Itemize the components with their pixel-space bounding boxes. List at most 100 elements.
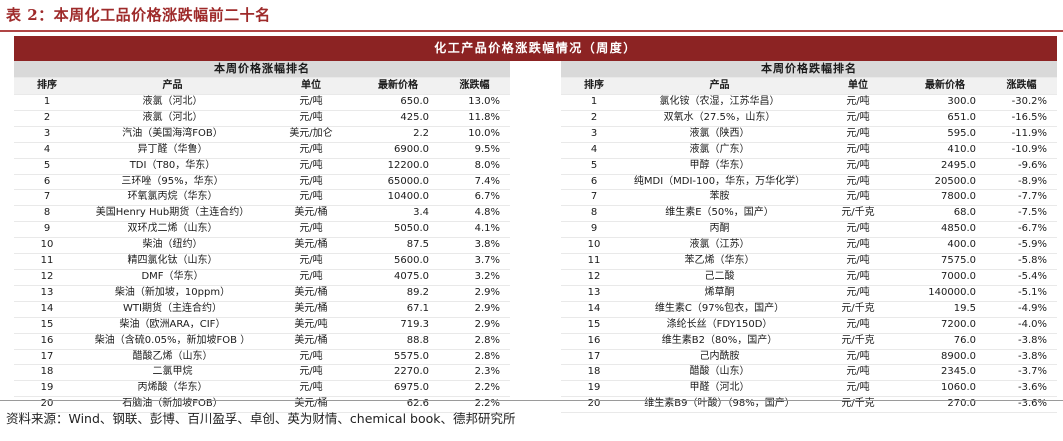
product-cell: 双氧水（27.5%，山东） bbox=[627, 110, 812, 127]
unit-cell: 元/吨 bbox=[265, 364, 357, 382]
table-row: 6 三环唑（95%，华东） 元/吨 65000.0 7.4% bbox=[14, 174, 510, 191]
losers-table: 本周价格跌幅排名 排序 产品 单位 最新价格 涨跌幅 1 氯化铵（农湿，江苏华昌）… bbox=[561, 61, 1057, 414]
product-cell: 液氯（河北） bbox=[80, 110, 265, 127]
change-cell: 4.8% bbox=[439, 205, 510, 223]
change-cell: -5.8% bbox=[986, 253, 1057, 270]
price-cell: 20500.0 bbox=[904, 174, 986, 191]
unit-cell: 美元/桶 bbox=[265, 333, 357, 350]
rank-cell: 5 bbox=[14, 158, 80, 175]
unit-cell: 元/吨 bbox=[812, 380, 904, 398]
rank-cell: 5 bbox=[561, 158, 627, 175]
change-cell: 10.0% bbox=[439, 126, 510, 143]
unit-cell: 元/吨 bbox=[812, 364, 904, 382]
gainers-table: 本周价格涨幅排名 排序 产品 单位 最新价格 涨跌幅 1 液氯（河北） 元/吨 650… bbox=[14, 61, 510, 414]
unit-cell: 元/吨 bbox=[812, 285, 904, 302]
column-header-change: 涨跌幅 bbox=[439, 77, 510, 95]
rank-cell: 18 bbox=[561, 364, 627, 382]
unit-cell: 美元/桶 bbox=[265, 237, 357, 255]
product-cell: 汽油（美国海湾FOB） bbox=[80, 126, 265, 143]
unit-cell: 美元/吨 bbox=[265, 317, 357, 334]
price-cell: 87.5 bbox=[357, 237, 439, 255]
unit-cell: 元/吨 bbox=[265, 269, 357, 286]
product-cell: 美国Henry Hub期货（主连合约） bbox=[80, 205, 265, 223]
rank-cell: 3 bbox=[561, 126, 627, 143]
table-row: 17 己内酰胺 元/吨 8900.0 -3.8% bbox=[561, 349, 1057, 366]
unit-cell: 元/吨 bbox=[265, 110, 357, 127]
rank-cell: 17 bbox=[561, 349, 627, 366]
product-cell: 柴油（新加坡，10ppm） bbox=[80, 285, 265, 302]
price-cell: 2.2 bbox=[357, 126, 439, 143]
change-cell: -5.1% bbox=[986, 285, 1057, 302]
price-cell: 410.0 bbox=[904, 142, 986, 159]
price-cell: 89.2 bbox=[357, 285, 439, 302]
unit-cell: 元/吨 bbox=[812, 158, 904, 175]
change-cell: -4.0% bbox=[986, 317, 1057, 334]
rank-cell: 6 bbox=[561, 174, 627, 191]
product-cell: 甲醇（华东） bbox=[627, 158, 812, 175]
price-cell: 88.8 bbox=[357, 333, 439, 350]
unit-cell: 元/吨 bbox=[265, 142, 357, 159]
price-cell: 5575.0 bbox=[357, 349, 439, 366]
table-row: 2 液氯（河北） 元/吨 425.0 11.8% bbox=[14, 110, 510, 127]
change-cell: -6.7% bbox=[986, 221, 1057, 239]
price-cell: 300.0 bbox=[904, 94, 986, 111]
product-cell: 纯MDI（MDI-100，华东，万华化学） bbox=[627, 174, 812, 191]
change-cell: -7.7% bbox=[986, 189, 1057, 207]
change-cell: 2.9% bbox=[439, 317, 510, 334]
rank-cell: 4 bbox=[561, 142, 627, 159]
change-cell: 2.3% bbox=[439, 364, 510, 382]
price-cell: 140000.0 bbox=[904, 285, 986, 302]
product-cell: 柴油（欧洲ARA，CIF） bbox=[80, 317, 265, 334]
unit-cell: 元/吨 bbox=[812, 317, 904, 334]
rank-cell: 16 bbox=[561, 333, 627, 350]
rank-cell: 4 bbox=[14, 142, 80, 159]
unit-cell: 元/吨 bbox=[812, 174, 904, 191]
price-cell: 719.3 bbox=[357, 317, 439, 334]
change-cell: 3.7% bbox=[439, 253, 510, 270]
table-row: 3 液氯（陕西） 元/吨 595.0 -11.9% bbox=[561, 126, 1057, 143]
product-cell: DMF（华东） bbox=[80, 269, 265, 286]
change-cell: -10.9% bbox=[986, 142, 1057, 159]
unit-cell: 美元/加仑 bbox=[265, 126, 357, 143]
product-cell: 维生素E（50%，国产） bbox=[627, 205, 812, 223]
table-row: 1 氯化铵（农湿，江苏华昌） 元/吨 300.0 -30.2% bbox=[561, 94, 1057, 111]
gainers-heading: 本周价格涨幅排名 bbox=[14, 61, 510, 78]
price-cell: 8900.0 bbox=[904, 349, 986, 366]
losers-panel: 本周价格跌幅排名 排序 产品 单位 最新价格 涨跌幅 1 氯化铵（农湿，江苏华昌）… bbox=[561, 61, 1057, 414]
rank-cell: 9 bbox=[561, 221, 627, 239]
price-cell: 6900.0 bbox=[357, 142, 439, 159]
column-header-unit: 单位 bbox=[812, 77, 904, 95]
price-cell: 5600.0 bbox=[357, 253, 439, 270]
unit-cell: 元/吨 bbox=[265, 253, 357, 270]
product-cell: 三环唑（95%，华东） bbox=[80, 174, 265, 191]
table-row: 7 环氧氯丙烷（华东） 元/吨 10400.0 6.7% bbox=[14, 189, 510, 207]
table-row: 14 WTI期货（主连合约） 美元/桶 67.1 2.9% bbox=[14, 301, 510, 318]
table-row: 15 柴油（欧洲ARA，CIF） 美元/吨 719.3 2.9% bbox=[14, 317, 510, 334]
rank-cell: 11 bbox=[14, 253, 80, 270]
change-cell: 3.2% bbox=[439, 269, 510, 286]
column-header-rank: 排序 bbox=[14, 77, 80, 95]
product-cell: 己内酰胺 bbox=[627, 349, 812, 366]
rank-cell: 13 bbox=[14, 285, 80, 302]
product-cell: 异丁醛（华鲁） bbox=[80, 142, 265, 159]
price-cell: 2495.0 bbox=[904, 158, 986, 175]
unit-cell: 元/吨 bbox=[812, 110, 904, 127]
bottom-rule bbox=[0, 400, 1063, 401]
change-cell: -3.6% bbox=[986, 380, 1057, 398]
table-row: 5 TDI（T80，华东） 元/吨 12200.0 8.0% bbox=[14, 158, 510, 175]
product-cell: 氯化铵（农湿，江苏华昌） bbox=[627, 94, 812, 111]
table-row: 7 苯胺 元/吨 7800.0 -7.7% bbox=[561, 189, 1057, 207]
rank-cell: 16 bbox=[14, 333, 80, 350]
product-cell: 涤纶长丝（FDY150D） bbox=[627, 317, 812, 334]
rank-cell: 3 bbox=[14, 126, 80, 143]
price-cell: 2345.0 bbox=[904, 364, 986, 382]
change-cell: 4.1% bbox=[439, 221, 510, 239]
price-cell: 6975.0 bbox=[357, 380, 439, 398]
change-cell: 9.5% bbox=[439, 142, 510, 159]
price-cell: 7200.0 bbox=[904, 317, 986, 334]
rank-cell: 17 bbox=[14, 349, 80, 366]
unit-cell: 元/吨 bbox=[265, 94, 357, 111]
unit-cell: 元/吨 bbox=[265, 189, 357, 207]
rank-cell: 11 bbox=[561, 253, 627, 270]
table-row: 4 异丁醛（华鲁） 元/吨 6900.0 9.5% bbox=[14, 142, 510, 159]
